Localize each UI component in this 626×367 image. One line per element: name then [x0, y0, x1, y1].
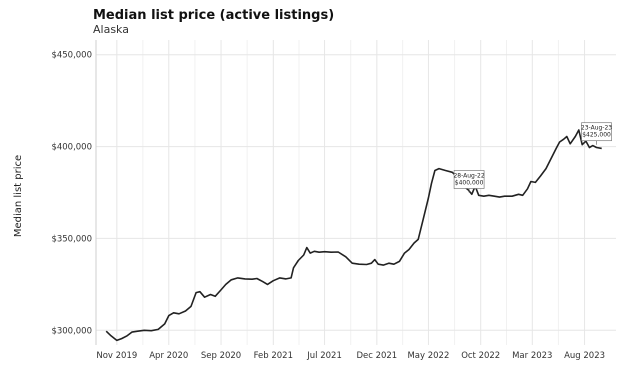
- annotations: 28-Aug-22$400,000 23-Aug-23$425,000: [453, 122, 612, 193]
- y-tick-label: $450,000: [51, 51, 92, 61]
- x-tick-label: Feb 2021: [254, 351, 293, 361]
- x-tick-label: Apr 2020: [149, 351, 188, 361]
- annotation-box: [581, 122, 612, 142]
- y-tick-label: $300,000: [51, 326, 92, 336]
- x-tick-label: Dec 2021: [356, 351, 397, 361]
- x-tick-label: Sep 2020: [201, 351, 241, 361]
- x-tick-label: Jul 2021: [306, 351, 342, 361]
- annotation: 23-Aug-23$425,000: [581, 122, 612, 145]
- chart-subtitle: Alaska: [93, 23, 129, 36]
- annotation-text: $400,000: [455, 180, 484, 187]
- x-tick-label: Aug 2023: [564, 351, 605, 361]
- x-tick-label: Mar 2023: [512, 351, 552, 361]
- series-line: [105, 129, 602, 342]
- x-tick-label: Nov 2019: [96, 351, 137, 361]
- y-axis-label: Median list price: [13, 155, 24, 237]
- axes: $300,000 $350,000 $400,000 $450,000 Nov 2019…: [51, 40, 605, 361]
- x-tick-label: May 2022: [407, 351, 449, 361]
- y-tick-label: $400,000: [51, 143, 92, 153]
- grid: [96, 40, 616, 345]
- annotation-text: $425,000: [582, 132, 611, 139]
- annotation: 28-Aug-22$400,000: [453, 170, 485, 193]
- chart-title: Median list price (active listings): [93, 8, 334, 23]
- annotation-box: [453, 170, 485, 189]
- annotation-text: 23-Aug-23: [581, 125, 612, 132]
- y-tick-label: $350,000: [51, 234, 92, 244]
- x-tick-label: Oct 2022: [461, 351, 500, 361]
- annotation-text: 28-Aug-22: [453, 173, 484, 180]
- series-lines: [105, 129, 602, 342]
